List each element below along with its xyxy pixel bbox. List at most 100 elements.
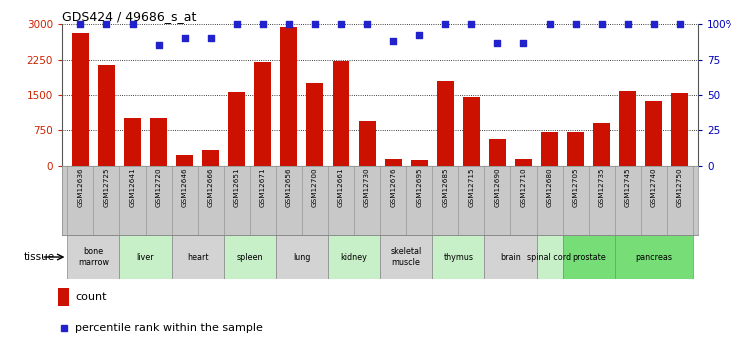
Bar <box>359 121 376 166</box>
Bar <box>124 118 141 166</box>
Point <box>413 33 425 38</box>
Bar <box>485 235 537 279</box>
Text: skeletal
muscle: skeletal muscle <box>390 247 422 267</box>
Point <box>75 21 86 27</box>
Text: GSM12705: GSM12705 <box>572 168 579 207</box>
Bar <box>254 62 271 166</box>
Text: GSM12725: GSM12725 <box>104 168 110 207</box>
Text: spinal cord: spinal cord <box>528 253 572 262</box>
Text: brain: brain <box>500 253 520 262</box>
Text: percentile rank within the sample: percentile rank within the sample <box>75 323 263 333</box>
Bar <box>515 159 532 166</box>
Point <box>439 21 451 27</box>
Text: GSM12656: GSM12656 <box>286 168 292 207</box>
Text: GSM12710: GSM12710 <box>520 168 526 207</box>
Text: GSM12735: GSM12735 <box>599 168 605 207</box>
Bar <box>58 288 69 306</box>
Text: GDS424 / 49686_s_at: GDS424 / 49686_s_at <box>62 10 197 23</box>
Text: GSM12641: GSM12641 <box>129 168 135 207</box>
Text: GSM12745: GSM12745 <box>625 168 631 207</box>
Text: GSM12715: GSM12715 <box>469 168 474 207</box>
Bar <box>463 97 480 166</box>
Bar <box>119 235 172 279</box>
Bar <box>306 83 323 166</box>
Point <box>361 21 373 27</box>
Bar <box>593 123 610 166</box>
Text: tissue: tissue <box>23 252 55 262</box>
Bar <box>172 235 224 279</box>
Bar <box>411 160 428 166</box>
Point <box>466 21 477 27</box>
Point <box>153 43 164 48</box>
Bar <box>276 235 328 279</box>
Bar <box>67 235 119 279</box>
Text: GSM12685: GSM12685 <box>442 168 448 207</box>
Bar <box>437 81 454 166</box>
Bar <box>671 93 689 166</box>
Text: GSM12740: GSM12740 <box>651 168 656 207</box>
Text: bone
marrow: bone marrow <box>78 247 109 267</box>
Text: kidney: kidney <box>341 253 368 262</box>
Bar <box>281 27 298 166</box>
Text: heart: heart <box>187 253 208 262</box>
Bar <box>328 235 380 279</box>
Point <box>387 38 399 44</box>
Text: GSM12661: GSM12661 <box>338 168 344 207</box>
Point <box>205 36 216 41</box>
Point <box>622 21 634 27</box>
Text: GSM12636: GSM12636 <box>77 168 83 207</box>
Bar <box>619 91 636 166</box>
Text: thymus: thymus <box>443 253 473 262</box>
Point <box>101 21 113 27</box>
Point <box>544 21 556 27</box>
Bar <box>567 132 584 166</box>
Point <box>126 21 138 27</box>
Bar <box>645 100 662 166</box>
Text: lung: lung <box>293 253 311 262</box>
Bar <box>563 235 615 279</box>
Point <box>491 40 503 45</box>
Text: GSM12676: GSM12676 <box>390 168 396 207</box>
Bar <box>202 150 219 166</box>
Bar <box>380 235 432 279</box>
Bar <box>98 65 115 166</box>
Point <box>336 21 347 27</box>
Point <box>283 21 295 27</box>
Bar <box>432 235 485 279</box>
Text: GSM12646: GSM12646 <box>181 168 188 207</box>
Text: GSM12720: GSM12720 <box>156 168 162 207</box>
Point <box>179 36 191 41</box>
Point <box>569 21 581 27</box>
Bar <box>385 159 401 166</box>
Bar <box>72 33 89 166</box>
Text: GSM12690: GSM12690 <box>494 168 501 207</box>
Bar <box>537 235 563 279</box>
Text: GSM12700: GSM12700 <box>312 168 318 207</box>
Text: GSM12680: GSM12680 <box>547 168 553 207</box>
Bar <box>150 118 167 166</box>
Text: GSM12750: GSM12750 <box>677 168 683 207</box>
Point <box>257 21 269 27</box>
Text: pancreas: pancreas <box>635 253 673 262</box>
Bar <box>333 61 349 166</box>
Text: GSM12666: GSM12666 <box>208 168 213 207</box>
Point <box>596 21 607 27</box>
Text: GSM12730: GSM12730 <box>364 168 370 207</box>
Text: spleen: spleen <box>237 253 263 262</box>
Text: count: count <box>75 292 107 302</box>
Bar <box>489 139 506 166</box>
Bar <box>541 132 558 166</box>
Text: GSM12695: GSM12695 <box>416 168 423 207</box>
Text: GSM12671: GSM12671 <box>260 168 266 207</box>
Point <box>648 21 659 27</box>
Text: liver: liver <box>137 253 154 262</box>
Bar <box>176 155 193 166</box>
Bar <box>615 235 693 279</box>
Point <box>674 21 686 27</box>
Point <box>231 21 243 27</box>
Text: GSM12651: GSM12651 <box>234 168 240 207</box>
Bar <box>224 235 276 279</box>
Bar <box>228 92 245 166</box>
Point <box>518 40 529 45</box>
Text: prostate: prostate <box>572 253 605 262</box>
